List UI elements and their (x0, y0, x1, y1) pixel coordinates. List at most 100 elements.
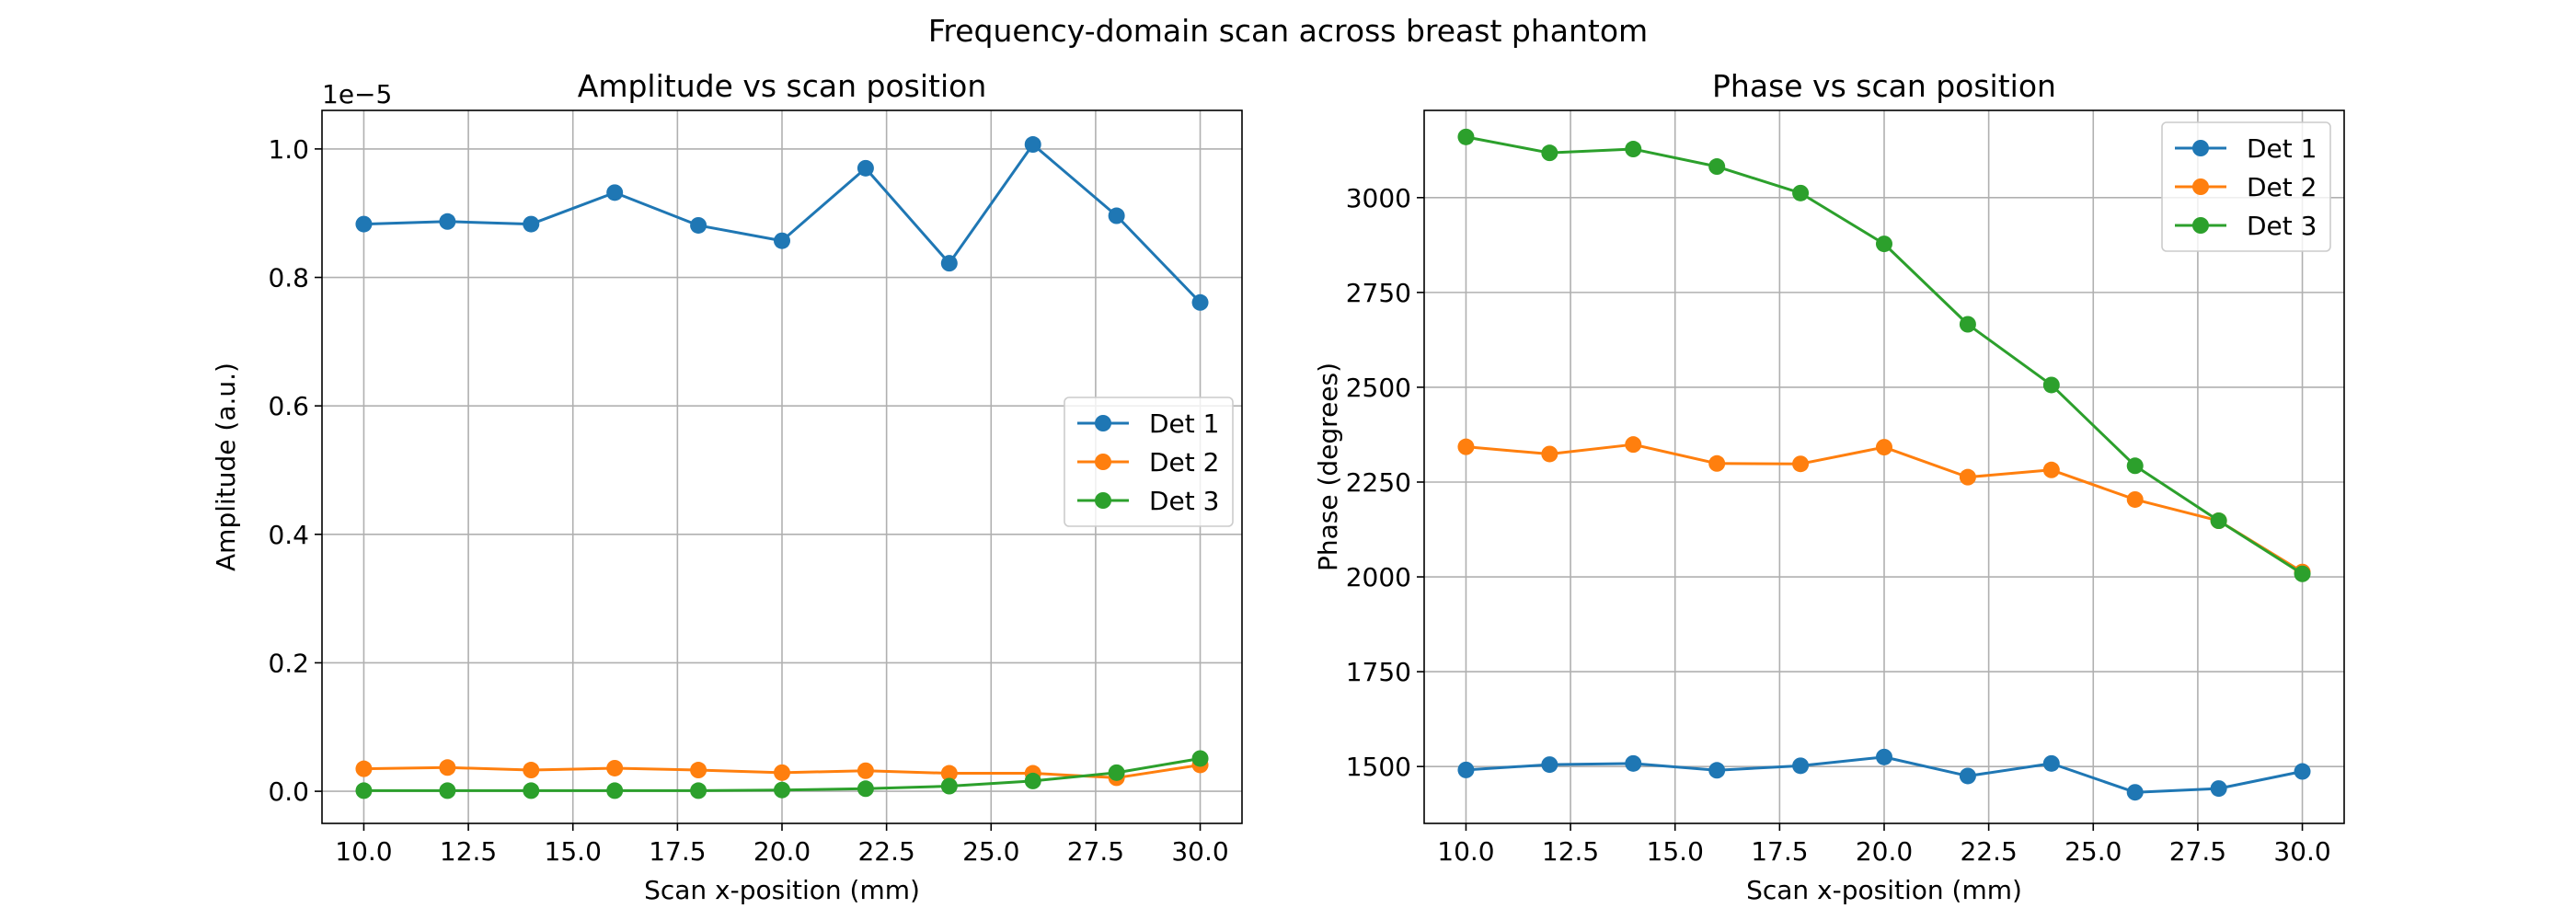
data-point-det-3 (774, 781, 790, 799)
data-point-det-1 (2210, 780, 2227, 798)
data-point-det-3 (1876, 236, 1892, 253)
data-point-det-2 (1708, 454, 1726, 472)
data-point-det-2 (439, 759, 456, 776)
y-tick-label: 2500 (1346, 373, 1411, 403)
data-point-det-1 (1191, 293, 1209, 311)
data-point-det-3 (1024, 772, 1041, 789)
legend-label: Det 2 (1149, 447, 1219, 477)
x-tick-label: 27.5 (2169, 836, 2226, 867)
subplot-title: Amplitude vs scan position (578, 68, 987, 104)
plot-frame (1423, 109, 2345, 824)
data-point-det-2 (690, 762, 707, 779)
data-point-det-3 (1108, 764, 1125, 781)
y-tick-label: 0.2 (268, 648, 309, 678)
data-point-det-3 (2294, 565, 2311, 582)
x-tick-label: 10.0 (1437, 836, 1494, 867)
data-point-det-2 (523, 762, 540, 779)
legend-marker (2192, 178, 2209, 195)
x-tick-label: 17.5 (1751, 836, 1808, 867)
legend-label: Det 1 (1149, 408, 1219, 439)
figure-suptitle: Frequency-domain scan across breast phan… (928, 13, 1648, 49)
y-tick-label: 0.6 (268, 391, 309, 421)
data-point-det-2 (940, 765, 958, 782)
data-point-det-3 (1792, 184, 1810, 201)
data-point-det-1 (1024, 136, 1041, 154)
y-axis-label: Amplitude (a.u.) (211, 362, 241, 571)
y-tick-label: 2750 (1346, 278, 1411, 308)
data-point-det-1 (2126, 784, 2144, 801)
data-point-det-2 (2126, 490, 2144, 508)
data-point-det-3 (523, 782, 540, 799)
data-point-det-2 (1541, 445, 1558, 463)
data-point-det-1 (1959, 767, 1976, 785)
data-point-det-2 (1457, 438, 1475, 455)
legend-label: Det 3 (1149, 486, 1219, 516)
data-point-det-3 (1457, 128, 1475, 145)
legend: Det 1 Det 2 Det 3 (1064, 397, 1234, 527)
y-tick-label: 1.0 (268, 134, 309, 165)
x-tick-label: 12.5 (440, 836, 497, 867)
x-tick-label: 30.0 (1171, 836, 1228, 867)
plot-frame (321, 109, 1243, 824)
x-tick-label: 17.5 (649, 836, 706, 867)
legend: Det 1 Det 2 Det 3 (2161, 121, 2331, 252)
data-point-det-1 (774, 232, 790, 249)
data-point-det-1 (1792, 757, 1810, 775)
data-point-det-1 (857, 159, 874, 177)
y-tick-label: 2250 (1346, 467, 1411, 498)
phase-subplot: 10.0 12.5 15.0 17.5 20.0 22.5 25.0 27.5 30.0 1500… (1313, 68, 2345, 905)
y-tick-label: 1500 (1346, 752, 1411, 782)
data-point-det-3 (690, 782, 707, 799)
y-tick-label: 2000 (1346, 562, 1411, 592)
legend-marker (2192, 217, 2209, 234)
data-point-det-1 (2294, 763, 2311, 780)
x-tick-label: 12.5 (1542, 836, 1599, 867)
data-point-det-1 (2042, 754, 2060, 772)
data-point-det-2 (1876, 439, 1892, 456)
x-tick-label: 20.0 (1856, 836, 1913, 867)
legend-marker (1095, 454, 1111, 470)
y-axis-label: Phase (degrees) (1313, 362, 1343, 571)
legend-marker (2192, 140, 2209, 156)
x-tick-label: 15.0 (1647, 836, 1704, 867)
data-point-det-2 (2042, 461, 2060, 478)
legend-marker (1095, 415, 1111, 431)
y-tick-label: 0.8 (268, 263, 309, 293)
data-point-det-3 (1541, 144, 1558, 162)
data-point-det-3 (2126, 457, 2144, 475)
x-tick-label: 20.0 (753, 836, 811, 867)
data-point-det-1 (1625, 754, 1642, 772)
data-point-det-1 (1108, 207, 1125, 224)
data-point-det-1 (523, 215, 540, 233)
data-point-det-3 (2042, 376, 2060, 394)
data-point-det-2 (1625, 436, 1642, 454)
x-tick-label: 27.5 (1067, 836, 1124, 867)
data-point-det-2 (355, 760, 373, 777)
data-point-det-2 (1792, 455, 1810, 473)
y-tick-label: 0.0 (268, 776, 309, 807)
data-point-det-3 (439, 782, 456, 799)
data-point-det-2 (1959, 468, 1976, 486)
data-point-det-2 (857, 762, 874, 779)
data-point-det-3 (355, 782, 373, 799)
x-tick-label: 22.5 (857, 836, 914, 867)
data-point-det-3 (857, 780, 874, 798)
x-tick-label: 30.0 (2273, 836, 2330, 867)
data-point-det-1 (1457, 761, 1475, 778)
legend-label: Det 1 (2247, 133, 2317, 164)
x-tick-label: 10.0 (335, 836, 392, 867)
data-point-det-1 (940, 255, 958, 272)
legend-label: Det 3 (2247, 211, 2317, 241)
x-axis-label: Scan x-position (mm) (1746, 875, 2022, 905)
x-tick-label: 15.0 (545, 836, 602, 867)
y-tick-label: 0.4 (268, 520, 309, 550)
x-tick-label: 25.0 (2064, 836, 2122, 867)
data-point-det-3 (1191, 750, 1209, 767)
data-point-det-1 (355, 215, 373, 233)
x-axis-label: Scan x-position (mm) (644, 875, 920, 905)
data-point-det-3 (1625, 141, 1642, 158)
data-point-det-1 (1541, 756, 1558, 774)
data-point-det-3 (1708, 158, 1726, 176)
data-point-det-1 (1708, 762, 1726, 779)
